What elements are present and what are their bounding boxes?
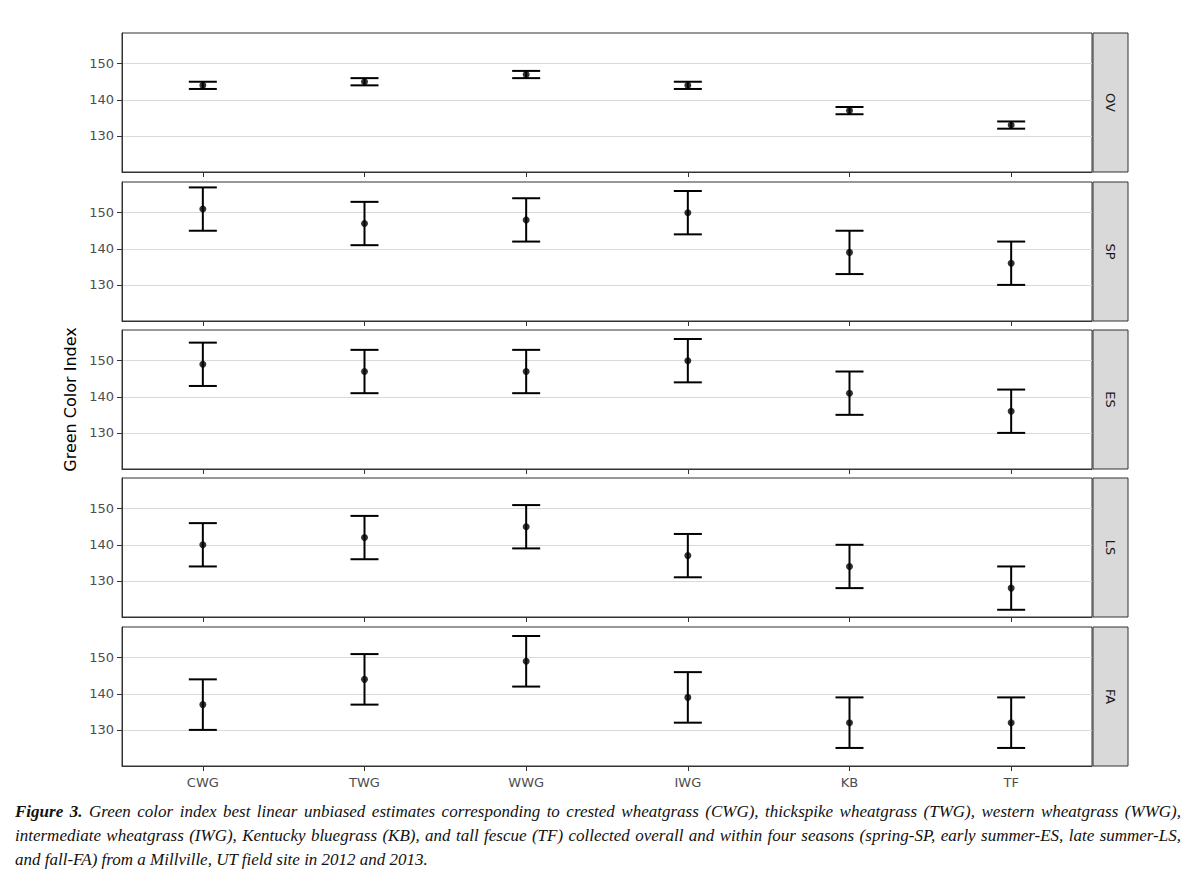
svg-text:SP: SP xyxy=(1103,243,1118,259)
svg-text:130: 130 xyxy=(89,277,114,292)
svg-text:IWG: IWG xyxy=(674,775,701,790)
svg-text:LS: LS xyxy=(1103,540,1118,556)
svg-text:ES: ES xyxy=(1103,391,1118,407)
svg-text:Green Color Index: Green Color Index xyxy=(61,327,80,471)
svg-text:150: 150 xyxy=(89,353,114,368)
html-text:Figure 3. Green color index be: Figure 3. Green color index best linear … xyxy=(15,802,1181,869)
svg-text:OV: OV xyxy=(1103,93,1118,112)
svg-text:150: 150 xyxy=(89,650,114,665)
svg-text:FA: FA xyxy=(1103,689,1118,704)
svg-text:TF: TF xyxy=(1002,775,1018,790)
svg-text:140: 140 xyxy=(89,389,114,404)
svg-text:130: 130 xyxy=(89,128,114,143)
svg-text:140: 140 xyxy=(89,241,114,256)
svg-text:KB: KB xyxy=(841,775,858,790)
svg-text:140: 140 xyxy=(89,686,114,701)
svg-text:140: 140 xyxy=(89,537,114,552)
svg-text:150: 150 xyxy=(89,56,114,71)
svg-text:140: 140 xyxy=(89,92,114,107)
svg-text:150: 150 xyxy=(89,501,114,516)
svg-text:TWG: TWG xyxy=(348,775,380,790)
svg-text:130: 130 xyxy=(89,425,114,440)
svg-text:130: 130 xyxy=(89,573,114,588)
svg-text:150: 150 xyxy=(89,205,114,220)
svg-text:CWG: CWG xyxy=(187,775,219,790)
svg-text:WWG: WWG xyxy=(508,775,544,790)
svg-text:130: 130 xyxy=(89,722,114,737)
